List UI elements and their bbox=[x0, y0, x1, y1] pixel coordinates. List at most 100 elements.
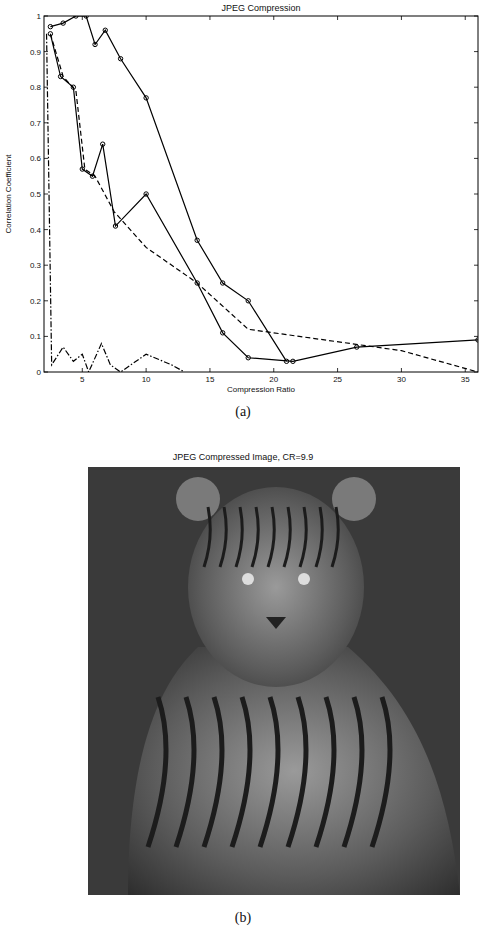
image-title: JPEG Compressed Image, CR=9.9 bbox=[173, 452, 313, 462]
y-tick-label: 0.6 bbox=[30, 154, 42, 163]
series-marker bbox=[80, 167, 84, 171]
x-tick bbox=[82, 368, 83, 372]
photo-stripe bbox=[284, 507, 290, 567]
series-marker bbox=[144, 96, 148, 100]
x-tick-label: 10 bbox=[142, 375, 151, 384]
series-marker bbox=[246, 356, 250, 360]
series-marker bbox=[74, 16, 78, 18]
photo-stripe bbox=[316, 507, 322, 567]
series-line bbox=[47, 34, 185, 372]
photo-stripe bbox=[232, 697, 250, 847]
y-tick bbox=[44, 265, 48, 266]
series-marker bbox=[118, 57, 122, 61]
photo-stripe bbox=[332, 507, 338, 567]
series-marker bbox=[221, 281, 225, 285]
photo-bg bbox=[88, 467, 460, 895]
axes: 00.10.20.30.40.50.60.70.80.9151015202530… bbox=[30, 12, 478, 384]
series-marker bbox=[93, 42, 97, 46]
x-tick bbox=[209, 368, 210, 372]
photo-ear bbox=[176, 477, 220, 521]
x-tick-label: 20 bbox=[269, 375, 278, 384]
photo-stripe bbox=[288, 697, 306, 847]
y-tick-label: 0.8 bbox=[30, 83, 42, 92]
y-tick bbox=[474, 87, 478, 88]
photo-stripe bbox=[372, 697, 390, 847]
y-tick bbox=[474, 265, 478, 266]
y-tick-label: 0.3 bbox=[30, 261, 42, 270]
photo bbox=[88, 467, 460, 895]
photo-stripe bbox=[204, 507, 210, 567]
y-tick-label: 0.4 bbox=[30, 226, 42, 235]
y-tick bbox=[44, 300, 48, 301]
x-tick bbox=[209, 16, 210, 20]
y-tick bbox=[474, 372, 478, 373]
x-tick bbox=[273, 16, 274, 20]
series-marker bbox=[48, 24, 52, 28]
x-tick-label: 25 bbox=[333, 375, 342, 384]
series-marker bbox=[221, 331, 225, 335]
x-tick bbox=[146, 16, 147, 20]
y-axis-title: Correlation Coefficient bbox=[4, 154, 13, 234]
photo-stripe bbox=[220, 507, 226, 567]
y-tick-label: 0.1 bbox=[30, 332, 42, 341]
panel-label: (a) bbox=[235, 404, 251, 420]
y-tick-label: 1 bbox=[37, 12, 42, 21]
y-tick bbox=[474, 158, 478, 159]
photo-nose bbox=[266, 617, 286, 629]
photo-head bbox=[188, 487, 364, 687]
photo-stripe bbox=[148, 697, 166, 847]
y-tick-label: 0.5 bbox=[30, 190, 42, 199]
series-marker bbox=[113, 224, 117, 228]
photo-eye bbox=[242, 573, 254, 585]
y-tick bbox=[44, 336, 48, 337]
y-tick-label: 0 bbox=[37, 368, 42, 377]
photo-stripe bbox=[176, 697, 194, 847]
x-tick-label: 15 bbox=[205, 375, 214, 384]
y-tick bbox=[474, 300, 478, 301]
photo-stripe bbox=[344, 697, 362, 847]
photo-stripe bbox=[236, 507, 242, 567]
y-tick bbox=[474, 122, 478, 123]
plot-area bbox=[47, 16, 478, 372]
series-marker bbox=[355, 345, 359, 349]
plot-frame bbox=[44, 16, 478, 372]
series-marker bbox=[61, 21, 65, 25]
y-tick bbox=[474, 51, 478, 52]
photo-stripe bbox=[204, 697, 222, 847]
y-tick bbox=[44, 194, 48, 195]
series-marker bbox=[84, 16, 88, 18]
y-tick bbox=[44, 16, 48, 17]
x-tick bbox=[273, 368, 274, 372]
series-marker bbox=[103, 28, 107, 32]
series-marker bbox=[246, 299, 250, 303]
series-line bbox=[50, 16, 286, 361]
x-tick bbox=[146, 368, 147, 372]
photo-eye bbox=[298, 573, 310, 585]
series-marker bbox=[144, 192, 148, 196]
y-tick bbox=[474, 336, 478, 337]
y-tick bbox=[44, 229, 48, 230]
y-tick bbox=[474, 229, 478, 230]
x-tick bbox=[337, 16, 338, 20]
y-tick-label: 0.2 bbox=[30, 297, 42, 306]
figure: JPEG Compression 0 0.1 0.2 0.3 0.4 0.5 0.6 0.7 0.… bbox=[0, 0, 486, 944]
y-tick bbox=[44, 372, 48, 373]
photo-stripe bbox=[260, 697, 278, 847]
x-tick bbox=[401, 368, 402, 372]
series-marker bbox=[101, 142, 105, 146]
x-tick bbox=[465, 16, 466, 20]
x-tick bbox=[401, 16, 402, 20]
x-tick bbox=[337, 368, 338, 372]
x-axis-title: Compression Ratio bbox=[227, 385, 296, 394]
y-tick-label: 0.7 bbox=[30, 119, 42, 128]
y-tick-label: 0.9 bbox=[30, 48, 42, 57]
chart-title: JPEG Compression bbox=[221, 3, 300, 13]
series-marker bbox=[291, 359, 295, 363]
series-line bbox=[50, 34, 478, 372]
photo-stripe bbox=[316, 697, 334, 847]
x-tick-label: 5 bbox=[80, 375, 85, 384]
x-tick-label: 30 bbox=[397, 375, 406, 384]
y-tick bbox=[474, 16, 478, 17]
y-tick bbox=[44, 158, 48, 159]
series-marker bbox=[195, 238, 199, 242]
